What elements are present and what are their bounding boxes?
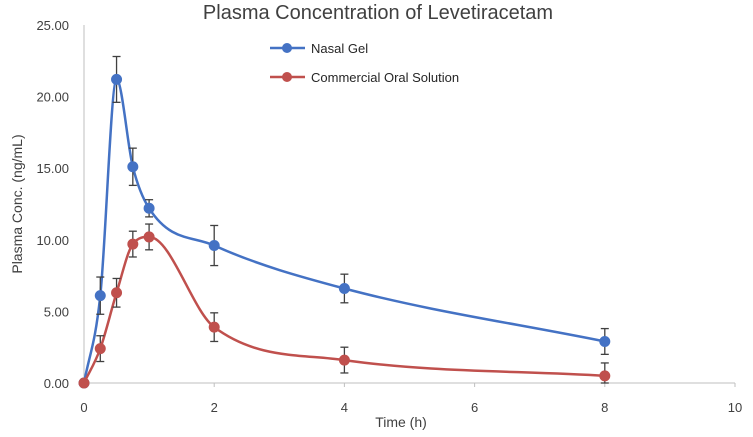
plot-area bbox=[78, 55, 611, 389]
legend: Nasal Gel Commercial Oral Solution bbox=[270, 41, 459, 85]
legend-marker bbox=[282, 43, 292, 53]
y-tick-label: 20.00 bbox=[36, 90, 69, 105]
series-line bbox=[82, 78, 606, 384]
data-point bbox=[94, 343, 106, 355]
series-commercial-oral-solution bbox=[78, 223, 611, 389]
data-point bbox=[143, 202, 155, 214]
legend-label: Nasal Gel bbox=[311, 41, 368, 56]
data-point bbox=[127, 238, 139, 250]
series-nasal-gel bbox=[78, 55, 611, 389]
y-tick-label: 0.00 bbox=[44, 376, 69, 391]
chart-title: Plasma Concentration of Levetiracetam bbox=[203, 2, 553, 24]
x-tick-label: 2 bbox=[211, 400, 218, 415]
series-line bbox=[82, 235, 605, 384]
legend-label: Commercial Oral Solution bbox=[311, 70, 459, 85]
data-point bbox=[94, 290, 106, 302]
data-point bbox=[338, 354, 350, 366]
y-tick-label: 25.00 bbox=[36, 18, 69, 33]
y-axis-title: Plasma Conc. (ng/mL) bbox=[9, 134, 25, 273]
x-axis-title: Time (h) bbox=[375, 414, 427, 430]
data-point bbox=[143, 231, 155, 243]
x-tick-labels: 0 2 4 6 8 10 bbox=[80, 383, 742, 415]
x-tick-label: 6 bbox=[471, 400, 478, 415]
legend-item: Nasal Gel bbox=[270, 41, 368, 56]
y-tick-label: 15.00 bbox=[36, 161, 69, 176]
data-point bbox=[78, 377, 90, 389]
data-point bbox=[208, 240, 220, 252]
data-point bbox=[111, 73, 123, 85]
data-point bbox=[127, 161, 139, 173]
x-tick-label: 4 bbox=[341, 400, 348, 415]
data-point bbox=[599, 370, 611, 382]
x-tick-label: 10 bbox=[728, 400, 742, 415]
y-tick-label: 10.00 bbox=[36, 233, 69, 248]
data-point bbox=[208, 321, 220, 333]
y-tick-labels: 0.00 5.00 10.00 15.00 20.00 25.00 bbox=[36, 18, 69, 391]
legend-marker bbox=[282, 72, 292, 82]
data-point bbox=[111, 287, 123, 299]
x-tick-label: 0 bbox=[80, 400, 87, 415]
data-point bbox=[599, 335, 611, 347]
y-tick-label: 5.00 bbox=[44, 304, 69, 319]
x-tick-label: 8 bbox=[601, 400, 608, 415]
data-point bbox=[338, 282, 350, 294]
legend-item: Commercial Oral Solution bbox=[270, 70, 459, 85]
